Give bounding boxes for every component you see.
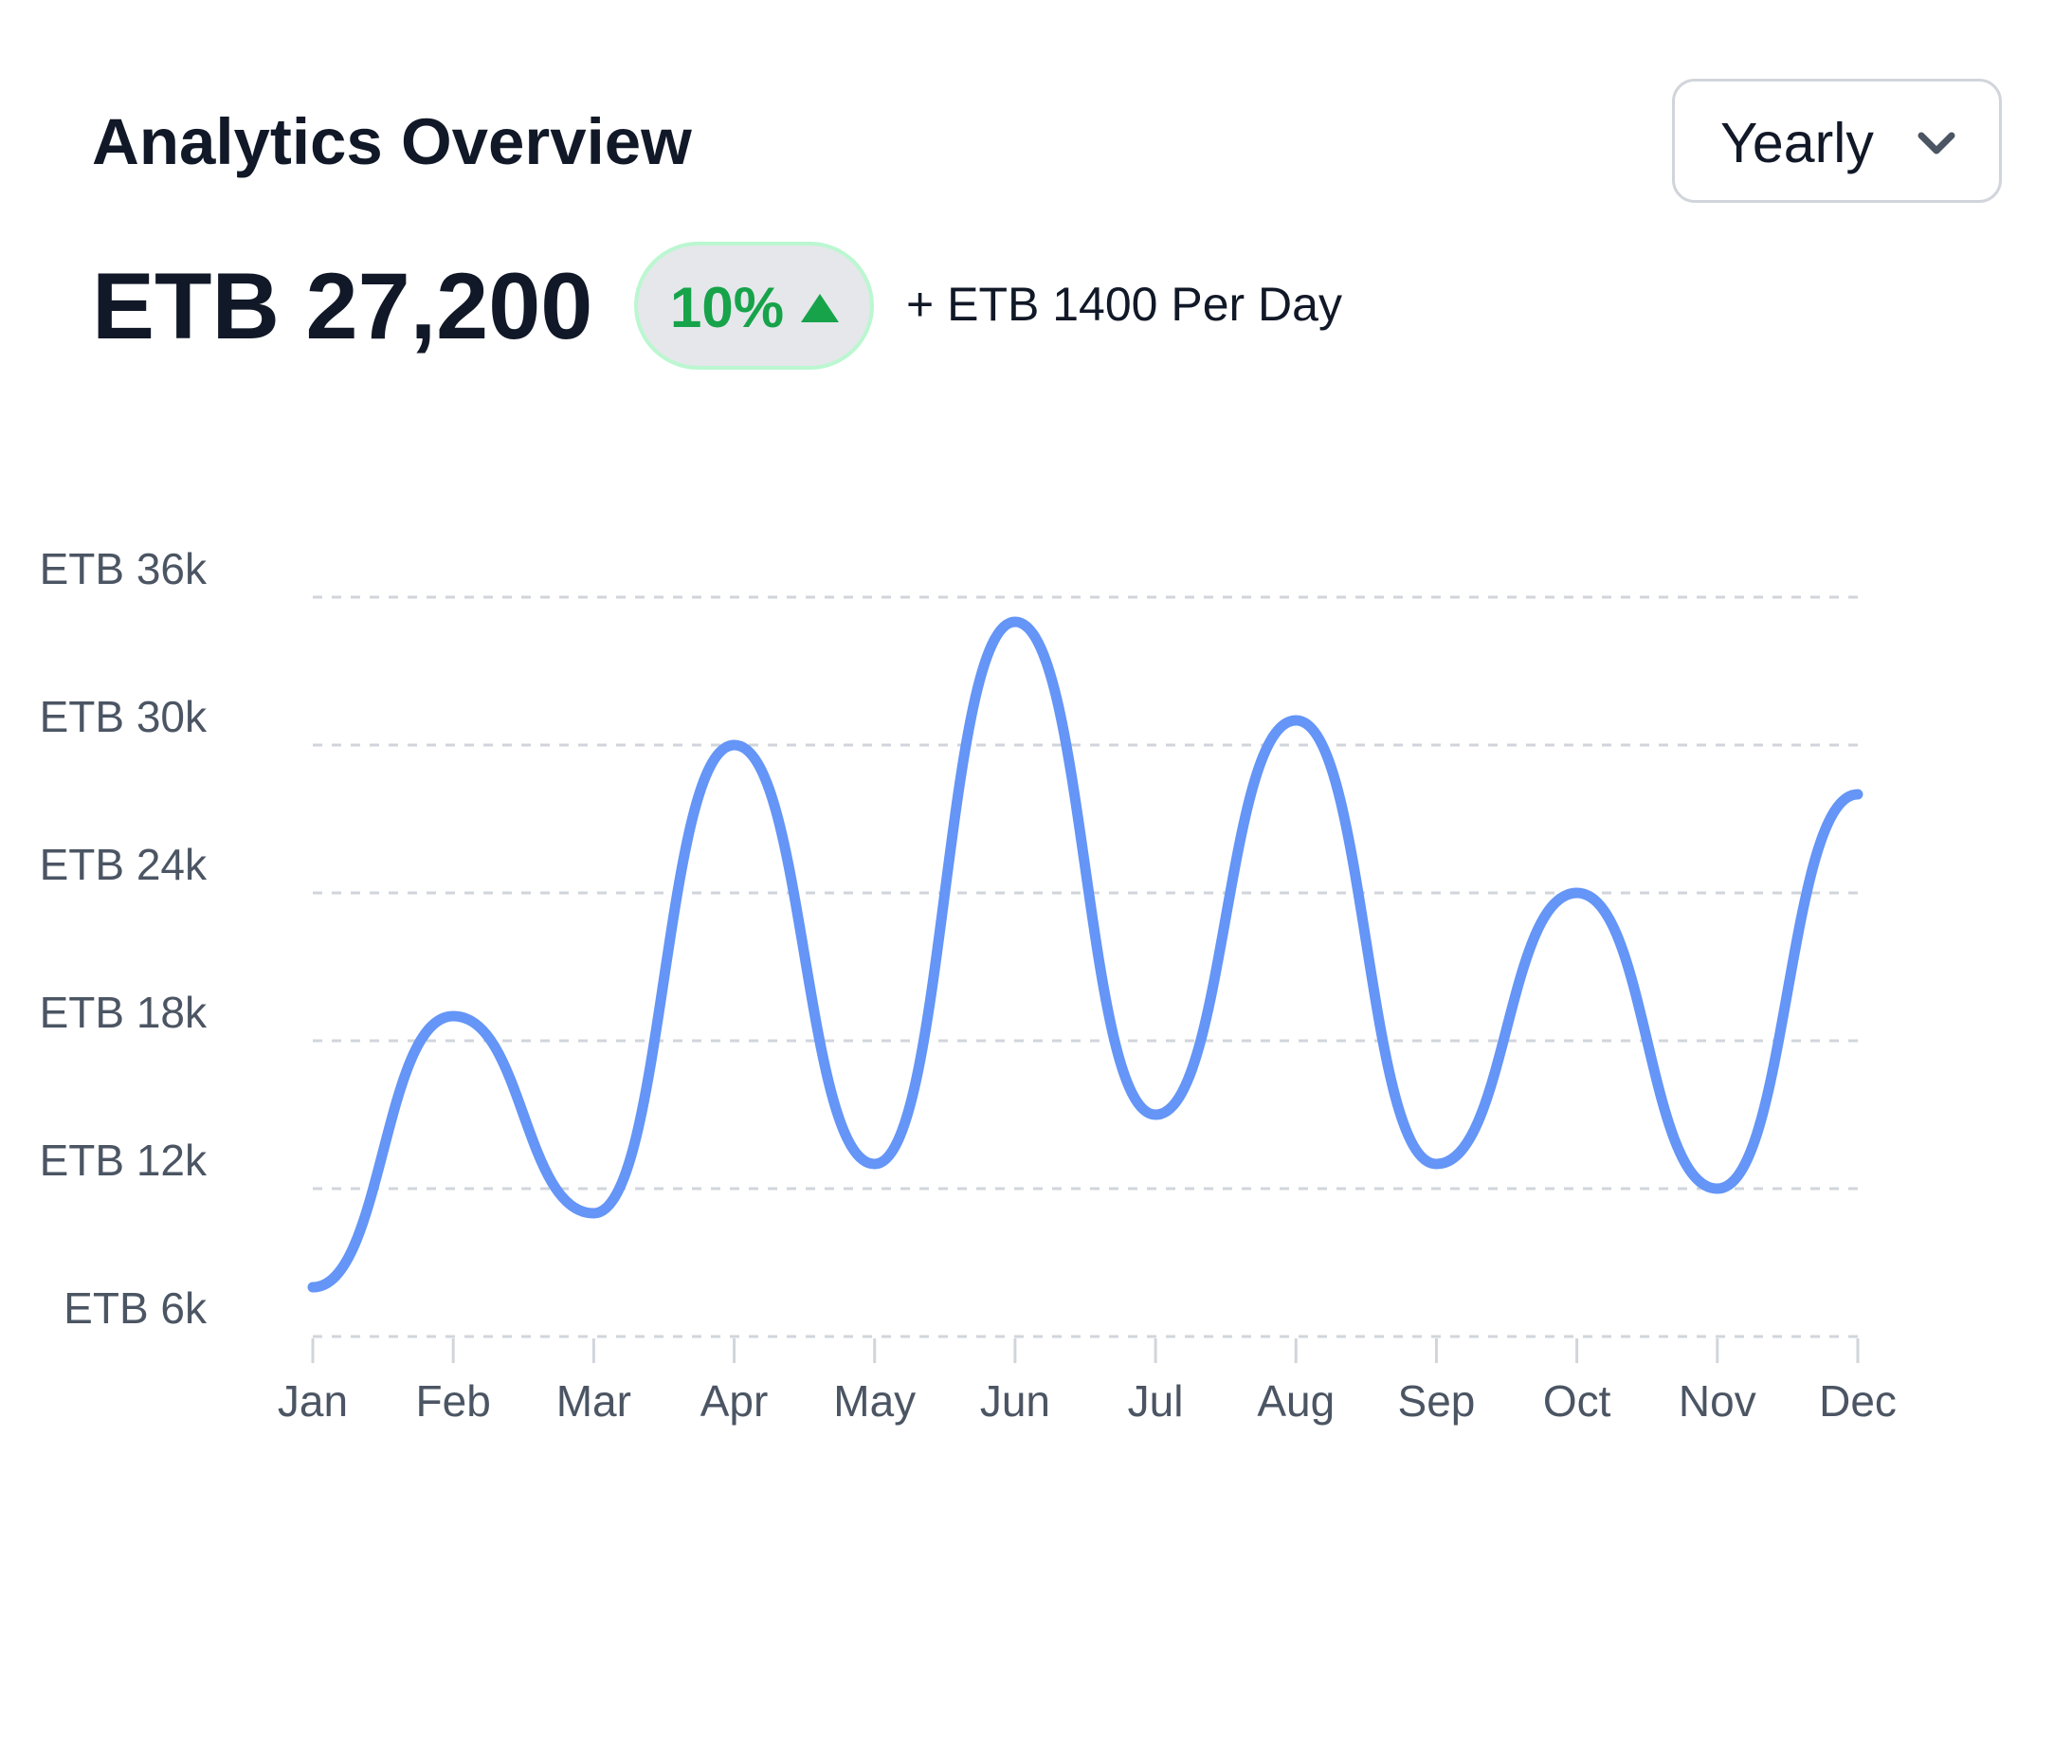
y-tick-label: ETB 30k	[40, 692, 208, 741]
x-tick-label: Sep	[1398, 1376, 1476, 1426]
x-tick-label: Jun	[980, 1376, 1050, 1426]
x-tick-label: Apr	[700, 1376, 769, 1426]
x-tick-label: Oct	[1543, 1376, 1611, 1426]
change-badge: 10%	[634, 242, 874, 370]
per-day-rate: + ETB 1400 Per Day	[906, 278, 1342, 331]
chevron-down-icon	[1918, 132, 1955, 155]
y-tick-label: ETB 36k	[40, 544, 208, 593]
page-title: Analytics Overview	[92, 105, 692, 178]
x-tick-label: Mar	[556, 1376, 631, 1426]
x-tick-label: Nov	[1679, 1376, 1756, 1426]
period-dropdown[interactable]: Yearly	[1672, 79, 2002, 203]
x-tick-label: Dec	[1819, 1376, 1897, 1426]
x-tick-label: Feb	[416, 1376, 491, 1426]
x-tick-label: Jul	[1128, 1376, 1184, 1426]
total-amount: ETB 27,200	[92, 253, 593, 358]
triangle-up-icon	[801, 294, 839, 322]
period-dropdown-value: Yearly	[1720, 112, 1874, 174]
change-percent: 10%	[670, 276, 785, 339]
series-line	[307, 616, 1863, 1293]
x-tick-label: Jan	[278, 1376, 348, 1426]
y-tick-label: ETB 18k	[40, 988, 208, 1037]
y-tick-label: ETB 24k	[40, 840, 208, 889]
y-tick-label: ETB 6k	[64, 1283, 208, 1333]
x-tick-label: Aug	[1257, 1376, 1335, 1426]
y-tick-label: ETB 12k	[40, 1136, 208, 1185]
x-tick-label: May	[833, 1376, 916, 1426]
